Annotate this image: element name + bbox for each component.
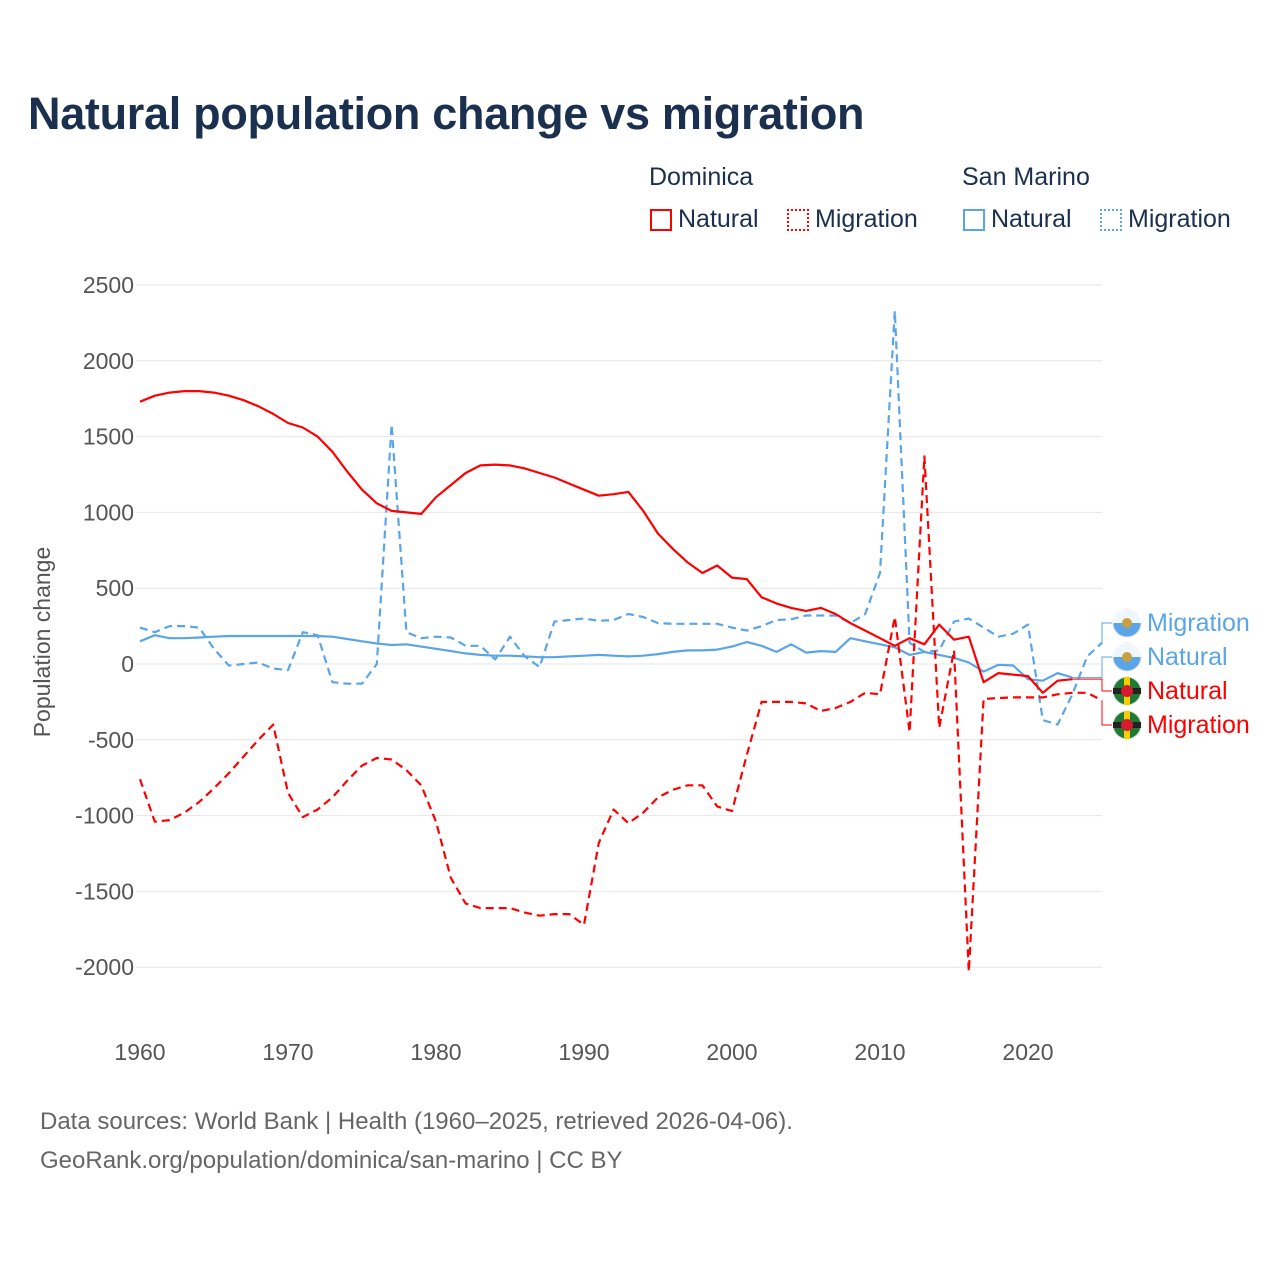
y-tick-label: 1500 — [83, 424, 134, 450]
end-label-connector — [1072, 678, 1112, 692]
legend-group-san-marino: San Marino — [962, 163, 1090, 191]
legend-group-dominica: Dominica — [649, 163, 754, 191]
flag-stripe — [1113, 609, 1141, 623]
chart-title: Natural population change vs migration — [28, 88, 865, 139]
legend-label: Migration — [1128, 205, 1231, 233]
end-label: Migration — [1147, 609, 1250, 637]
footer-sources: Data sources: World Bank | Health (1960–… — [40, 1108, 793, 1135]
y-axis-label: Population change — [29, 547, 55, 738]
y-tick-label: -2000 — [75, 954, 134, 980]
x-tick-label: 2000 — [706, 1039, 757, 1065]
legend-san-marino-migration[interactable]: Migration — [1100, 205, 1231, 234]
y-tick-label: -1000 — [75, 803, 134, 829]
flag-emblem — [1121, 719, 1133, 731]
series-line-dominica-migration — [138, 455, 1103, 973]
y-tick-label: 0 — [121, 651, 134, 677]
flag-emblem — [1121, 685, 1133, 697]
end-label: Migration — [1147, 711, 1250, 739]
legend-label: Natural — [678, 205, 759, 233]
legend-swatch-solid-red — [650, 208, 672, 231]
legend-label: Migration — [815, 205, 918, 233]
flag-stripe — [1113, 643, 1141, 657]
x-tick-label: 1990 — [558, 1039, 609, 1065]
legend-dominica-migration[interactable]: Migration — [787, 205, 918, 234]
legend-label: Natural — [991, 205, 1072, 233]
x-tick-label: 1970 — [262, 1039, 313, 1065]
end-label-connector — [1072, 656, 1112, 679]
legend-swatch-dotted-red — [787, 208, 809, 231]
flag-emblem — [1122, 652, 1132, 662]
y-tick-label: 2000 — [83, 348, 134, 374]
x-tick-label: 2020 — [1002, 1039, 1053, 1065]
x-tick-label: 1980 — [410, 1039, 461, 1065]
legend-dominica-natural[interactable]: Natural — [650, 205, 759, 234]
y-tick-label: -500 — [88, 727, 134, 753]
legend-swatch-dotted-blue — [1100, 208, 1122, 231]
legend-san-marino-natural[interactable]: Natural — [963, 205, 1072, 234]
y-tick-label: -1500 — [75, 878, 134, 904]
series-line-san-marino-migration — [139, 309, 1103, 726]
x-tick-label: 1960 — [114, 1039, 165, 1065]
legend-swatch-solid-blue — [963, 208, 985, 231]
series-line-dominica-natural — [139, 390, 1073, 694]
footer-link[interactable]: GeoRank.org/population/dominica/san-mari… — [40, 1147, 623, 1174]
end-label: Natural — [1147, 677, 1228, 705]
flag-emblem — [1122, 618, 1132, 628]
x-tick-label: 2010 — [854, 1039, 905, 1065]
y-tick-label: 1000 — [83, 499, 134, 525]
y-tick-label: 2500 — [83, 272, 134, 298]
series-line-san-marino-natural — [139, 634, 1073, 682]
end-label-connector — [1101, 700, 1112, 726]
end-label-connector — [1101, 622, 1112, 643]
y-tick-label: 500 — [96, 575, 134, 601]
end-label: Natural — [1147, 643, 1228, 671]
